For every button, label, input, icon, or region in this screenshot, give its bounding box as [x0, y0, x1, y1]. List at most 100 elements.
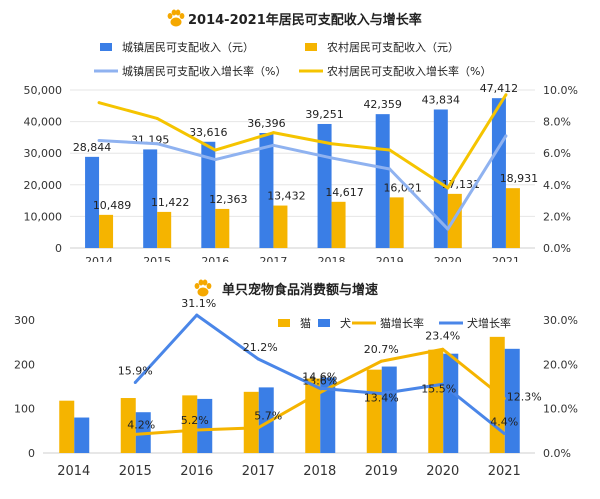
line-data-label: 20.7% [364, 343, 399, 356]
legend-swatch [100, 43, 112, 51]
line-point [446, 227, 450, 231]
pet-food-chart: 单只宠物食品消费额与增速 0 100 200 300 0.0% 10.0% 20.0% 30.0… [14, 279, 578, 479]
bar-data-label: 11,422 [151, 196, 190, 209]
legend-swatch [318, 319, 330, 327]
line-point [379, 392, 383, 396]
bar-猫 [59, 400, 75, 453]
line-data-label: 5.2% [181, 414, 209, 427]
line-data-label: 14.6% [302, 370, 337, 383]
bar-data-label: 47,412 [480, 82, 519, 95]
line-data-label: 23.4% [425, 329, 460, 342]
legend-label: 农村居民可支配收入增长率（%） [327, 64, 491, 78]
y-left-tick-label: 10,000 [24, 210, 63, 223]
x-tick-label: 2014 [85, 255, 113, 262]
bar-城镇居民可支配收入（元） [85, 156, 100, 248]
legend-label: 猫 [300, 317, 311, 330]
y-left-tick-label: 30,000 [24, 147, 63, 160]
x-tick-label: 2015 [119, 464, 152, 479]
line-data-label: 12.3% [507, 390, 542, 403]
bar-农村居民可支配收入（元） [447, 193, 462, 248]
line-point [256, 357, 260, 361]
y-right-tick-label: 4.0% [543, 179, 571, 192]
x-tick-label: 2021 [492, 255, 520, 262]
line-point [195, 313, 199, 317]
x-tick-label: 2015 [143, 255, 171, 262]
x-tick-label: 2020 [434, 255, 462, 262]
line-point [504, 134, 508, 138]
line-point [504, 93, 508, 97]
line-point [318, 386, 322, 390]
bar-data-label: 36,396 [247, 117, 286, 130]
line-point [330, 142, 334, 146]
line-point [133, 432, 137, 436]
bar-data-label: 39,251 [305, 108, 344, 121]
line-data-label: 15.5% [421, 382, 456, 395]
line-城镇居民可支配收入增长率（%） [98, 135, 508, 231]
bar-犬 [504, 348, 520, 453]
bar-猫 [243, 391, 259, 453]
bar-data-label: 18,931 [500, 172, 539, 185]
line-point [441, 347, 445, 351]
legend-label: 城镇居民可支配收入增长率（%） [122, 64, 286, 78]
line-农村居民可支配收入增长率（%） [98, 93, 508, 190]
bar-犬 [320, 377, 336, 453]
income-chart-panel: 2014-2021年居民可支配收入与增长率 0 10,000 20,000 30,000… [24, 9, 578, 268]
line-point [195, 428, 199, 432]
legend-swatch [305, 43, 317, 51]
bar-城镇居民可支配收入（元） [491, 98, 506, 249]
y-left-tick-label: 0 [28, 447, 35, 460]
paw-icon [194, 279, 212, 297]
line-data-label: 13.4% [364, 392, 399, 405]
bar-城镇居民可支配收入（元） [201, 141, 216, 248]
y-left-tick-label: 200 [14, 358, 35, 371]
chart-title: 单只宠物食品消费额与增速 [222, 282, 378, 298]
line-point [256, 426, 260, 430]
x-tick-label: 2018 [303, 464, 336, 479]
x-tick-label: 2014 [57, 464, 90, 479]
y-right-tick-label: 20.0% [543, 358, 578, 371]
legend-swatch [278, 319, 290, 327]
bar-城镇居民可支配收入（元） [143, 149, 158, 248]
bar-猫 [182, 395, 198, 453]
bar-农村居民可支配收入（元） [389, 197, 404, 248]
y-right-tick-label: 0.0% [543, 447, 571, 460]
y-left-tick-label: 20,000 [24, 179, 63, 192]
bar-犬 [197, 398, 213, 453]
bar-猫 [305, 378, 321, 453]
bar-data-label: 10,489 [93, 199, 132, 212]
line-point [502, 431, 506, 435]
legend-label: 城镇居民可支配收入（元） [122, 40, 254, 54]
bar-data-label: 42,359 [363, 98, 402, 111]
line-point [213, 148, 217, 152]
y-left-tick-label: 0 [55, 242, 62, 255]
line-data-label: 15.9% [118, 365, 153, 378]
bar-data-label: 14,617 [325, 186, 364, 199]
y-right-tick-label: 6.0% [543, 147, 571, 160]
legend-label: 犬 [340, 316, 351, 330]
bar-犬 [443, 353, 459, 453]
line-point [97, 139, 101, 143]
bar-农村居民可支配收入（元） [99, 214, 114, 248]
y-left-tick-label: 100 [14, 403, 35, 416]
bar-犬 [381, 366, 397, 453]
bar-犬 [74, 417, 90, 453]
x-tick-label: 2019 [376, 255, 404, 262]
bar-农村居民可支配收入（元） [157, 211, 172, 248]
bar-猫 [366, 369, 382, 453]
line-point [97, 101, 101, 105]
y-right-tick-label: 10.0% [543, 84, 578, 97]
bar-农村居民可支配收入（元） [215, 208, 230, 248]
y-left-tick-label: 300 [14, 314, 35, 327]
bar-data-label: 12,363 [209, 193, 248, 206]
bar-data-label: 28,844 [73, 141, 112, 154]
bar-犬 [258, 387, 274, 453]
line-data-label: 4.2% [127, 418, 155, 431]
bar-猫 [489, 336, 505, 453]
x-tick-label: 2017 [259, 255, 287, 262]
income-chart: 2014-2021年居民可支配收入与增长率 0 10,000 20,000 30,000… [24, 9, 578, 268]
bar-农村居民可支配收入（元） [331, 201, 346, 248]
bar-猫 [428, 349, 444, 453]
legend-label: 猫增长率 [380, 316, 424, 330]
bar-农村居民可支配收入（元） [505, 188, 520, 248]
line-point [271, 131, 275, 135]
